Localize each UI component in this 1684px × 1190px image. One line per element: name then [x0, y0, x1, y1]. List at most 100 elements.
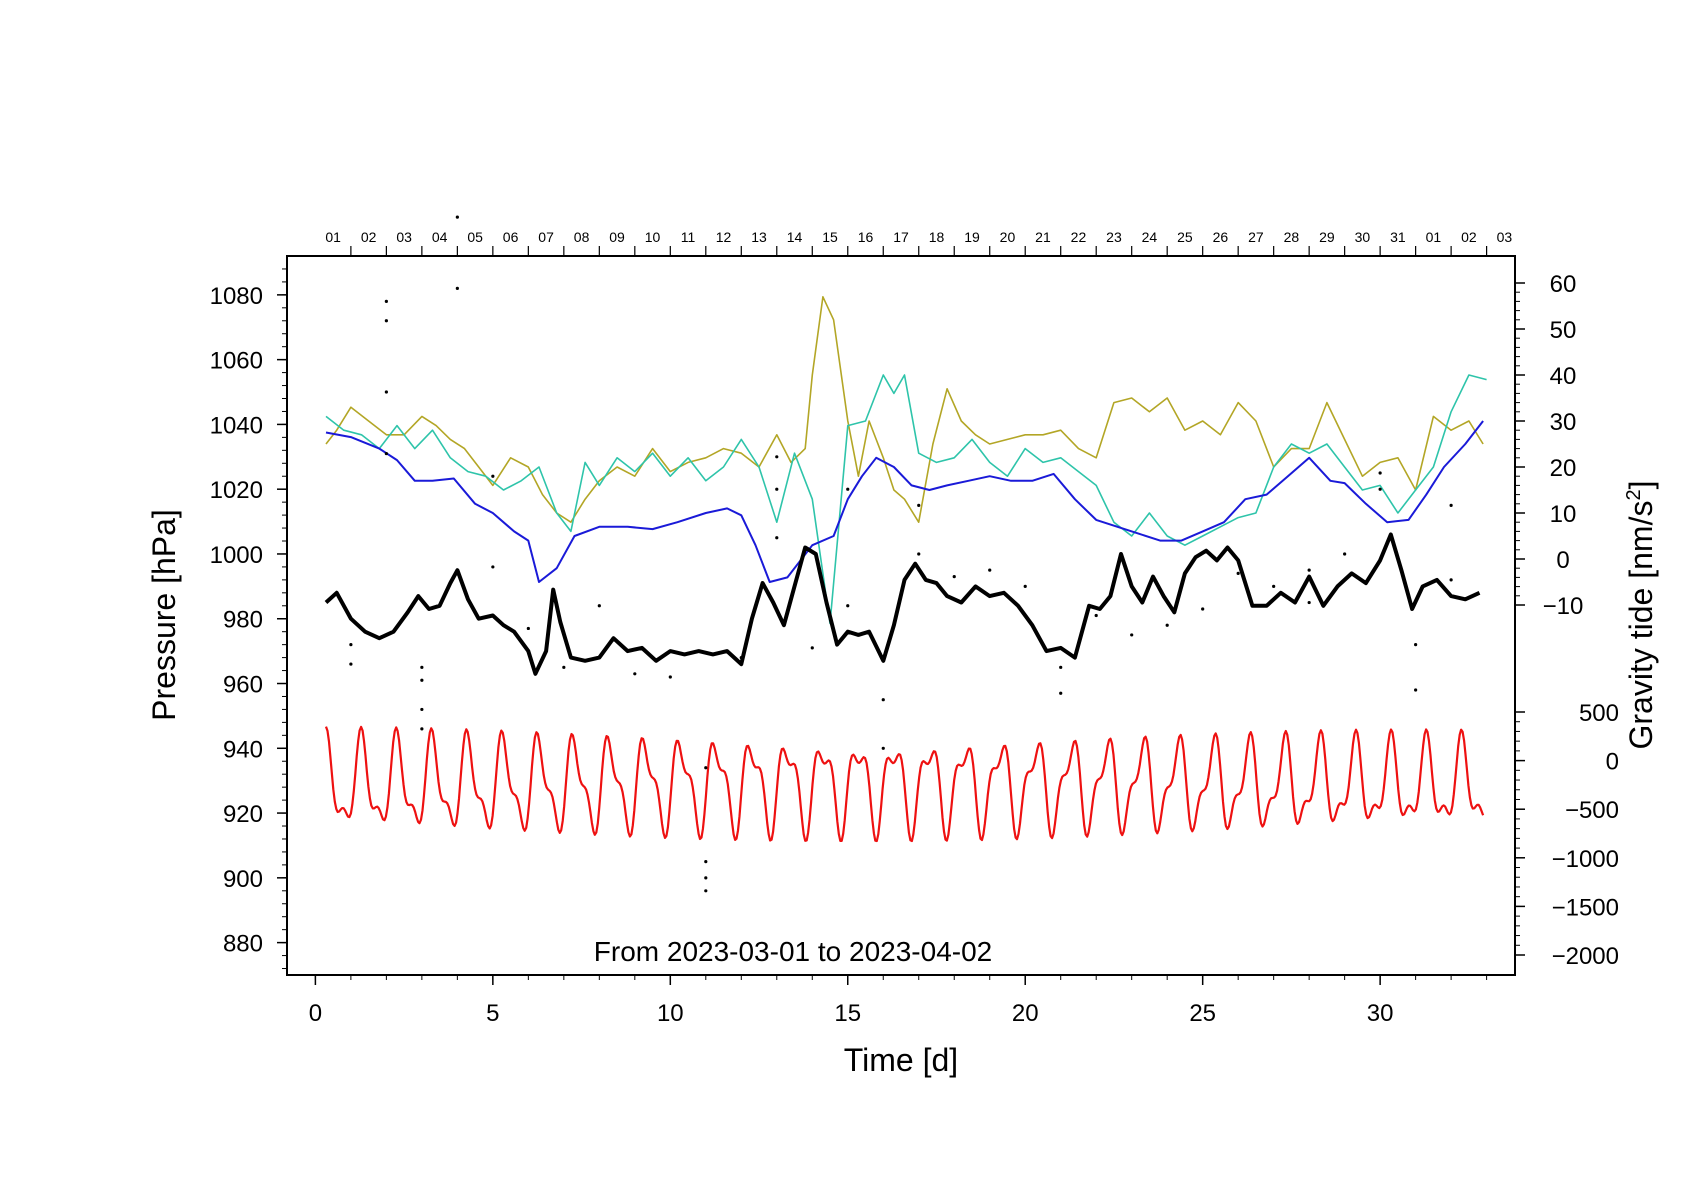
x-tick-label: 30 [1367, 1000, 1394, 1027]
top-day-label: 20 [1000, 229, 1016, 245]
outlier-point [952, 575, 956, 579]
top-day-label: 24 [1142, 229, 1158, 245]
y-left-tick-label: 960 [223, 672, 263, 699]
y-axis-right-title-end: ] [1623, 481, 1659, 490]
top-day-label: 31 [1390, 229, 1406, 245]
outlier-point [917, 552, 921, 556]
y-left-tick-label: 880 [223, 931, 263, 958]
top-day-label: 01 [1426, 229, 1442, 245]
y-right-upper-tick-label: 20 [1550, 455, 1577, 482]
top-day-label: 04 [432, 229, 448, 245]
top-day-label: 15 [822, 229, 838, 245]
y-right-upper-tick-label: 50 [1550, 317, 1577, 344]
y-axis-left-title: Pressure [hPa] [146, 509, 182, 721]
top-day-label: 17 [893, 229, 909, 245]
y-right-lower-tick-label: −500 [1565, 797, 1619, 824]
y-right-upper-tick-label: 30 [1550, 409, 1577, 436]
outlier-point [1343, 552, 1347, 556]
top-day-label: 21 [1035, 229, 1051, 245]
outlier-point [1307, 600, 1311, 605]
outlier-point [1236, 571, 1240, 575]
y-left-tick-label: 1060 [210, 348, 263, 375]
outlier-point [384, 451, 388, 456]
top-day-label: 09 [609, 229, 625, 245]
outlier-point [704, 876, 708, 880]
outlier-point [1130, 633, 1134, 637]
outlier-point [917, 503, 921, 507]
gravity-tide-olive-line [325, 296, 1484, 523]
outlier-point [846, 604, 850, 608]
y-right-upper-tick-label: 0 [1556, 547, 1569, 574]
outlier-point [1201, 607, 1205, 611]
outlier-point [1449, 503, 1453, 507]
y-right-lower-tick-label: −2000 [1552, 943, 1619, 970]
top-day-label: 27 [1248, 229, 1264, 245]
gravity-tide-red-line [324, 725, 1485, 843]
top-day-label: 13 [751, 229, 767, 245]
top-day-label: 14 [787, 229, 803, 245]
outlier-point [384, 299, 388, 303]
plot-frame [286, 255, 1516, 976]
outlier-point [881, 698, 885, 702]
outlier-point [846, 487, 850, 491]
top-day-label: 29 [1319, 229, 1335, 245]
y-right-upper-tick-label: 60 [1550, 271, 1577, 298]
outlier-point [491, 565, 495, 569]
y-axis-right-title-sup: 2 [1623, 489, 1645, 500]
top-day-label: 28 [1284, 229, 1300, 245]
outlier-point [704, 860, 708, 864]
y-right-lower-tick-label: −1000 [1552, 846, 1619, 873]
y-left-tick-label: 1080 [210, 283, 263, 310]
outlier-point [1449, 578, 1453, 582]
outlier-point [1414, 688, 1418, 692]
outlier-point [1378, 471, 1382, 475]
top-day-label: 08 [574, 229, 590, 245]
y-right-upper-tick-label: 10 [1550, 501, 1577, 528]
outlier-point [384, 390, 388, 394]
outlier-point [1059, 665, 1063, 669]
outlier-point [562, 665, 566, 669]
y-left-tick-label: 1040 [210, 412, 263, 439]
outlier-point [810, 646, 814, 650]
outlier-point [633, 672, 637, 676]
outlier-point [1378, 487, 1382, 491]
outlier-point [349, 662, 353, 666]
top-day-label: 11 [681, 229, 696, 245]
top-day-label: 12 [716, 229, 732, 245]
top-day-label: 02 [1461, 229, 1477, 245]
outlier-point [1165, 623, 1169, 627]
gravity-tide-teal-line [325, 374, 1487, 625]
y-right-lower-tick-label: 0 [1606, 749, 1619, 776]
outlier-point [455, 286, 459, 290]
y-left-tick-label: 940 [223, 736, 263, 763]
outlier-point [384, 319, 388, 323]
outlier-point [775, 455, 779, 459]
top-day-label: 10 [645, 229, 661, 245]
top-day-label: 18 [929, 229, 945, 245]
outlier-point [1094, 613, 1098, 618]
period-annotation: From 2023-03-01 to 2023-04-02 [594, 936, 992, 967]
y-left-tick-label: 1020 [210, 477, 263, 504]
y-left-tick-label: 980 [223, 607, 263, 634]
top-day-label: 26 [1213, 229, 1229, 245]
outlier-point [420, 727, 424, 731]
outlier-point [668, 675, 672, 679]
top-day-label: 03 [396, 229, 412, 245]
outlier-point [420, 707, 424, 712]
series-layer [324, 215, 1487, 893]
x-tick-label: 25 [1189, 1000, 1216, 1027]
x-axis-title: Time [d] [844, 1042, 958, 1078]
outlier-point [526, 626, 530, 631]
pressure-station-line [324, 532, 1481, 676]
x-tick-label: 20 [1012, 1000, 1039, 1027]
x-tick-label: 15 [834, 1000, 861, 1027]
outlier-point [455, 215, 459, 219]
outlier-point [491, 474, 495, 478]
outlier-point [349, 643, 353, 647]
y-axis-right-title-main: Gravity tide [nm/s [1623, 501, 1659, 750]
outlier-point [988, 568, 992, 572]
top-day-label: 05 [467, 229, 483, 245]
top-day-label: 22 [1071, 229, 1087, 245]
outlier-point [1272, 584, 1276, 588]
y-left-tick-label: 1000 [210, 542, 263, 569]
